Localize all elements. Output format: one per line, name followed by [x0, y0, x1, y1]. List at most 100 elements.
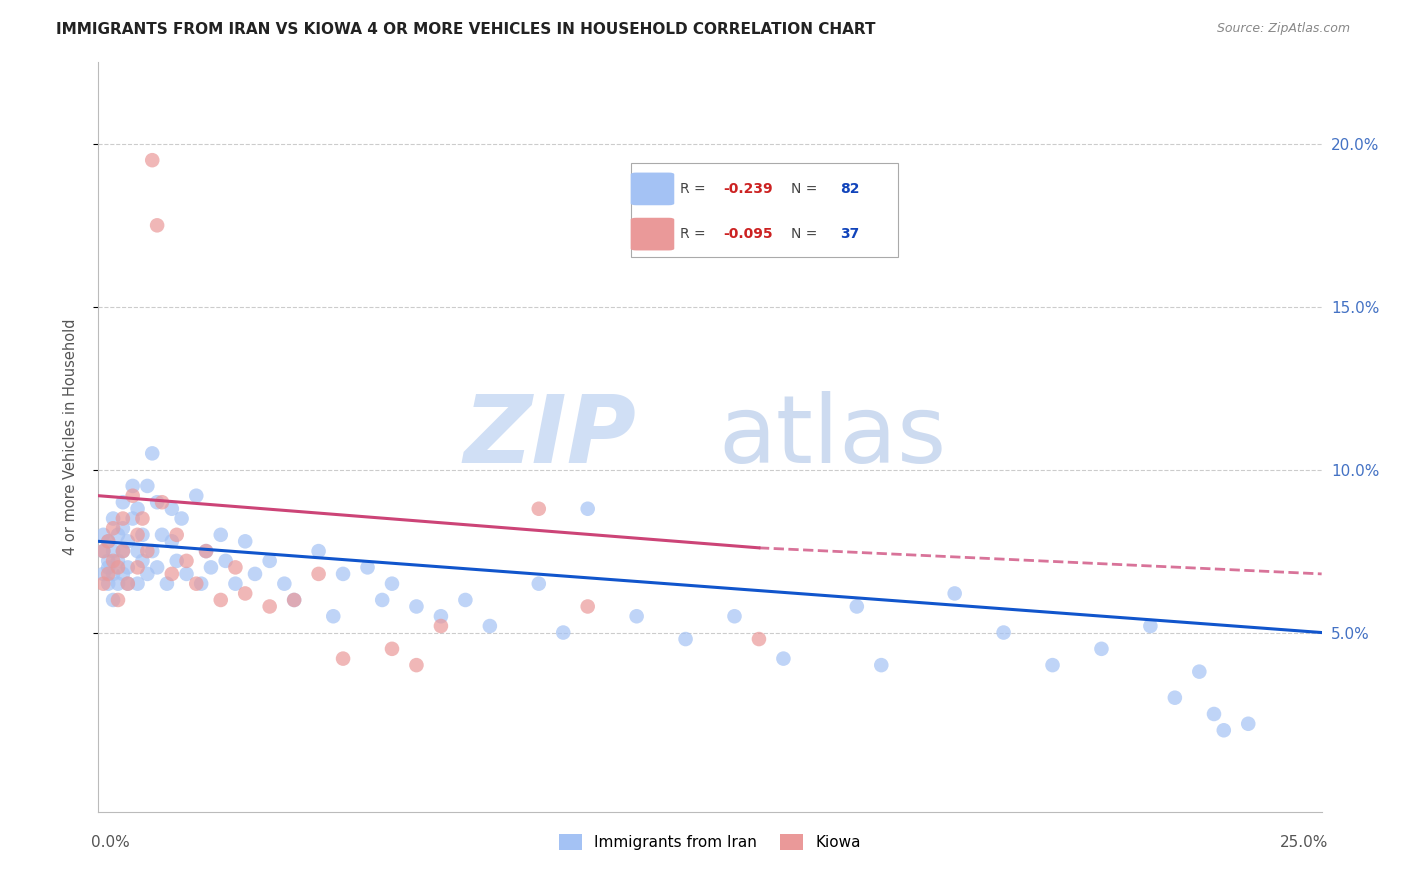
Point — [772, 651, 794, 665]
Point — [127, 576, 149, 591]
Point — [97, 566, 120, 581]
Point — [107, 554, 129, 568]
Point — [576, 599, 599, 614]
Point — [1212, 723, 1234, 738]
Point — [127, 528, 149, 542]
Text: IMMIGRANTS FROM IRAN VS KIOWA 4 OR MORE VEHICLES IN HOUSEHOLD CORRELATION CHART: IMMIGRANTS FROM IRAN VS KIOWA 4 OR MORE … — [56, 22, 876, 37]
Text: 25.0%: 25.0% — [1281, 836, 1329, 850]
Point — [131, 528, 153, 542]
Point — [209, 528, 232, 542]
Point — [166, 554, 188, 568]
Point — [259, 554, 281, 568]
Point — [91, 544, 114, 558]
Point — [195, 544, 218, 558]
Text: -0.095: -0.095 — [723, 227, 773, 241]
Text: atlas: atlas — [718, 391, 946, 483]
Point — [101, 511, 124, 525]
Point — [160, 566, 183, 581]
Point — [308, 544, 330, 558]
Point — [97, 560, 120, 574]
Point — [454, 593, 477, 607]
Point — [160, 534, 183, 549]
Point — [845, 599, 868, 614]
Point — [190, 576, 212, 591]
Point — [97, 534, 120, 549]
Point — [381, 576, 404, 591]
Point — [1202, 706, 1225, 721]
Point — [527, 501, 550, 516]
Point — [121, 511, 143, 525]
Point — [117, 576, 139, 591]
Point — [1139, 619, 1161, 633]
Point — [107, 560, 129, 574]
FancyBboxPatch shape — [631, 172, 675, 205]
Point — [576, 501, 599, 516]
Point — [224, 576, 246, 591]
Point — [111, 544, 134, 558]
Point — [97, 554, 120, 568]
Point — [141, 153, 163, 168]
Point — [527, 576, 550, 591]
Point — [209, 593, 232, 607]
Point — [214, 554, 236, 568]
Point — [146, 560, 169, 574]
Point — [723, 609, 745, 624]
Text: R =: R = — [679, 227, 706, 241]
Point — [91, 566, 114, 581]
Y-axis label: 4 or more Vehicles in Household: 4 or more Vehicles in Household — [63, 318, 77, 556]
Text: R =: R = — [679, 182, 706, 196]
Point — [430, 619, 453, 633]
Point — [233, 534, 256, 549]
Point — [405, 658, 427, 673]
Point — [97, 534, 120, 549]
Point — [107, 528, 129, 542]
FancyBboxPatch shape — [631, 218, 675, 251]
Point — [405, 599, 427, 614]
Point — [166, 528, 188, 542]
Point — [117, 576, 139, 591]
Point — [332, 651, 354, 665]
Point — [200, 560, 222, 574]
Point — [283, 593, 305, 607]
Point — [141, 544, 163, 558]
Text: ZIP: ZIP — [464, 391, 637, 483]
Point — [233, 586, 256, 600]
FancyBboxPatch shape — [631, 163, 897, 257]
Legend: Immigrants from Iran, Kiowa: Immigrants from Iran, Kiowa — [553, 829, 868, 856]
Point — [131, 554, 153, 568]
Point — [1188, 665, 1211, 679]
Point — [195, 544, 218, 558]
Point — [111, 566, 134, 581]
Point — [136, 566, 159, 581]
Point — [111, 511, 134, 525]
Point — [1237, 716, 1260, 731]
Point — [478, 619, 501, 633]
Point — [141, 446, 163, 460]
Point — [675, 632, 697, 646]
Point — [131, 511, 153, 525]
Point — [121, 479, 143, 493]
Point — [870, 658, 893, 673]
Point — [111, 521, 134, 535]
Point — [160, 501, 183, 516]
Point — [127, 501, 149, 516]
Point — [176, 566, 198, 581]
Point — [308, 566, 330, 581]
Point — [186, 576, 208, 591]
Point — [356, 560, 378, 574]
Point — [243, 566, 266, 581]
Point — [626, 609, 648, 624]
Text: N =: N = — [792, 227, 818, 241]
Point — [117, 560, 139, 574]
Text: -0.239: -0.239 — [723, 182, 773, 196]
Point — [259, 599, 281, 614]
Point — [136, 544, 159, 558]
Text: 82: 82 — [841, 182, 860, 196]
Point — [91, 528, 114, 542]
Point — [332, 566, 354, 581]
Point — [156, 576, 179, 591]
Point — [1090, 641, 1112, 656]
Point — [176, 554, 198, 568]
Point — [146, 219, 169, 233]
Point — [186, 489, 208, 503]
